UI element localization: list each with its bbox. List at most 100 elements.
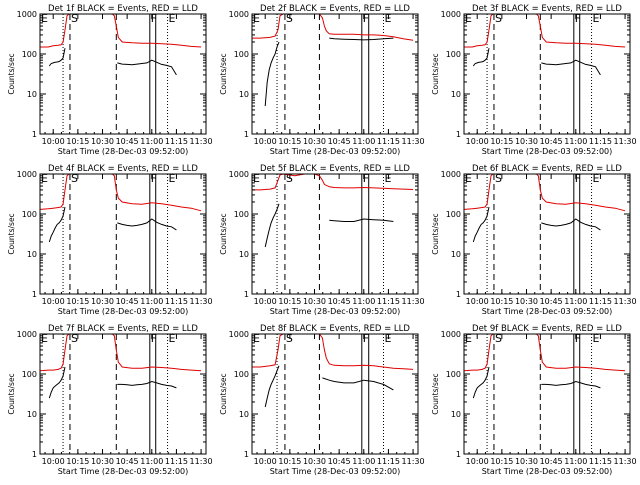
x-tick-label: 11:30 — [614, 137, 637, 146]
x-tick-label: 10:15 — [66, 457, 89, 466]
x-tick-label: 11:15 — [377, 297, 400, 306]
lld-series-line — [40, 14, 202, 48]
y-axis-label: Counts/sec — [219, 213, 228, 254]
y-tick-label: 1 — [456, 450, 461, 459]
time-marker-label: E — [169, 12, 176, 25]
x-tick-label: 10:00 — [42, 137, 65, 146]
time-marker-label: E — [465, 12, 472, 25]
x-tick-label: 10:45 — [116, 297, 139, 306]
y-tick-label: 100 — [446, 50, 461, 59]
detector-panel: Det 2f BLACK = Events, RED = LLDESFE10:0… — [219, 4, 425, 156]
y-axis-label: Counts/sec — [219, 373, 228, 414]
x-tick-label: 10:30 — [303, 297, 326, 306]
y-tick-label: 100 — [234, 210, 249, 219]
x-tick-label: 11:00 — [352, 137, 375, 146]
time-marker-label: E — [41, 12, 48, 25]
y-tick-label: 1 — [244, 290, 249, 299]
y-tick-label: 1 — [244, 450, 249, 459]
events-series-line — [541, 59, 601, 76]
events-series-line — [329, 37, 394, 41]
panel-title: Det 3f BLACK = Events, RED = LLD — [472, 4, 622, 14]
y-tick-label: 1000 — [441, 10, 461, 19]
time-marker-label: S — [495, 332, 502, 345]
events-series-line — [48, 366, 66, 399]
x-tick-label: 10:45 — [328, 137, 351, 146]
plot-frame — [39, 173, 207, 295]
x-tick-label: 10:15 — [278, 297, 301, 306]
y-tick-label: 1000 — [441, 330, 461, 339]
events-series-line — [117, 380, 177, 389]
y-axis-label: Counts/sec — [7, 213, 16, 254]
x-tick-label: 11:00 — [140, 457, 163, 466]
y-axis-label: Counts/sec — [431, 373, 440, 414]
x-tick-label: 11:15 — [589, 137, 612, 146]
x-tick-label: 11:15 — [165, 137, 188, 146]
lld-series-line — [252, 334, 414, 370]
x-tick-label: 10:00 — [42, 297, 65, 306]
time-marker-label: E — [41, 332, 48, 345]
x-tick-label: 11:30 — [190, 297, 213, 306]
time-marker-label: E — [169, 332, 176, 345]
x-tick-label: 10:45 — [540, 137, 563, 146]
time-marker-label: E — [465, 332, 472, 345]
time-marker-label: E — [253, 332, 260, 345]
x-tick-label: 10:30 — [515, 137, 538, 146]
x-axis-label: Start Time (28-Dec-03 09:52:00) — [482, 307, 613, 316]
time-marker-label: F — [151, 172, 157, 185]
x-tick-label: 11:30 — [190, 457, 213, 466]
x-tick-label: 10:00 — [254, 297, 277, 306]
x-axis-label: Start Time (28-Dec-03 09:52:00) — [270, 467, 401, 476]
time-marker-label: F — [575, 12, 581, 25]
events-series-line — [48, 48, 66, 67]
x-tick-label: 10:45 — [540, 457, 563, 466]
x-tick-label: 11:00 — [564, 137, 587, 146]
x-tick-label: 11:00 — [140, 137, 163, 146]
events-series-line — [541, 218, 601, 231]
time-marker-label: E — [593, 332, 600, 345]
time-marker-label: F — [575, 332, 581, 345]
y-tick-label: 10 — [27, 410, 37, 419]
x-tick-label: 11:15 — [165, 457, 188, 466]
time-marker-label: E — [593, 12, 600, 25]
events-series-line — [541, 380, 601, 389]
x-tick-label: 10:00 — [466, 137, 489, 146]
y-tick-label: 1000 — [17, 10, 37, 19]
x-tick-label: 11:30 — [190, 137, 213, 146]
x-tick-label: 10:00 — [254, 137, 277, 146]
plot-frame — [39, 13, 207, 135]
x-tick-label: 10:15 — [278, 137, 301, 146]
plot-frame — [463, 333, 631, 455]
y-tick-label: 1000 — [17, 170, 37, 179]
x-tick-label: 10:45 — [328, 457, 351, 466]
events-series-line — [48, 206, 66, 243]
x-tick-label: 11:30 — [402, 297, 425, 306]
y-axis-label: Counts/sec — [7, 53, 16, 94]
y-axis-label: Counts/sec — [431, 53, 440, 94]
events-series-line — [117, 59, 177, 76]
lld-series-line — [464, 334, 626, 372]
x-axis-label: Start Time (28-Dec-03 09:52:00) — [58, 147, 189, 156]
time-marker-label: E — [169, 172, 176, 185]
plot-frame — [463, 173, 631, 295]
y-tick-label: 1 — [456, 130, 461, 139]
x-tick-label: 10:00 — [466, 297, 489, 306]
y-tick-label: 10 — [239, 90, 249, 99]
y-tick-label: 10 — [27, 250, 37, 259]
x-axis-label: Start Time (28-Dec-03 09:52:00) — [58, 467, 189, 476]
panel-title: Det 8f BLACK = Events, RED = LLD — [260, 324, 410, 334]
y-tick-label: 100 — [446, 370, 461, 379]
y-tick-label: 10 — [451, 90, 461, 99]
time-marker-label: F — [363, 172, 369, 185]
x-tick-label: 10:30 — [91, 457, 114, 466]
plot-frame — [251, 13, 419, 135]
y-tick-label: 1 — [32, 130, 37, 139]
events-series-line — [117, 218, 177, 231]
x-tick-label: 10:45 — [540, 297, 563, 306]
y-tick-label: 1 — [456, 290, 461, 299]
time-marker-label: E — [593, 172, 600, 185]
x-axis-label: Start Time (28-Dec-03 09:52:00) — [482, 147, 613, 156]
